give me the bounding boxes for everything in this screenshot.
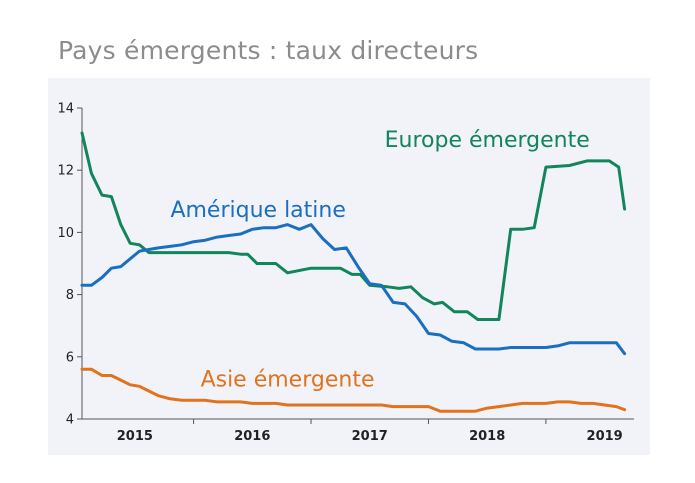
y-tick-label: 12: [57, 164, 74, 179]
series-line-amerique-latine: [80, 223, 627, 356]
x-tick-label: 2016: [234, 429, 270, 444]
series-line-asie-emergente: [80, 367, 627, 413]
y-tick-label: 10: [57, 226, 74, 241]
series-label-asie-emergente: Asie émergente: [201, 367, 375, 392]
series-label-europe-emergente: Europe émergente: [385, 128, 590, 153]
y-tick-label: 6: [66, 350, 74, 365]
series-line-europe-emergente: [80, 131, 627, 321]
y-tick-label: 8: [66, 288, 74, 303]
y-tick-label: 4: [66, 413, 74, 428]
series-lines: [80, 131, 627, 413]
series-label-amerique-latine: Amérique latine: [170, 198, 345, 223]
axes: 4 6 8 10 12 14 2015 2016 2017 2018 2019: [57, 102, 634, 444]
y-tick-label: 14: [57, 102, 74, 117]
chart-title: Pays émergents : taux directeurs: [58, 36, 479, 65]
x-tick-label: 2018: [469, 429, 505, 444]
x-tick-label: 2015: [117, 429, 153, 444]
x-tick-label: 2017: [352, 429, 388, 444]
series-labels: Europe émergente Amérique latine Asie émer…: [170, 128, 589, 392]
x-tick-label: 2019: [587, 429, 623, 444]
